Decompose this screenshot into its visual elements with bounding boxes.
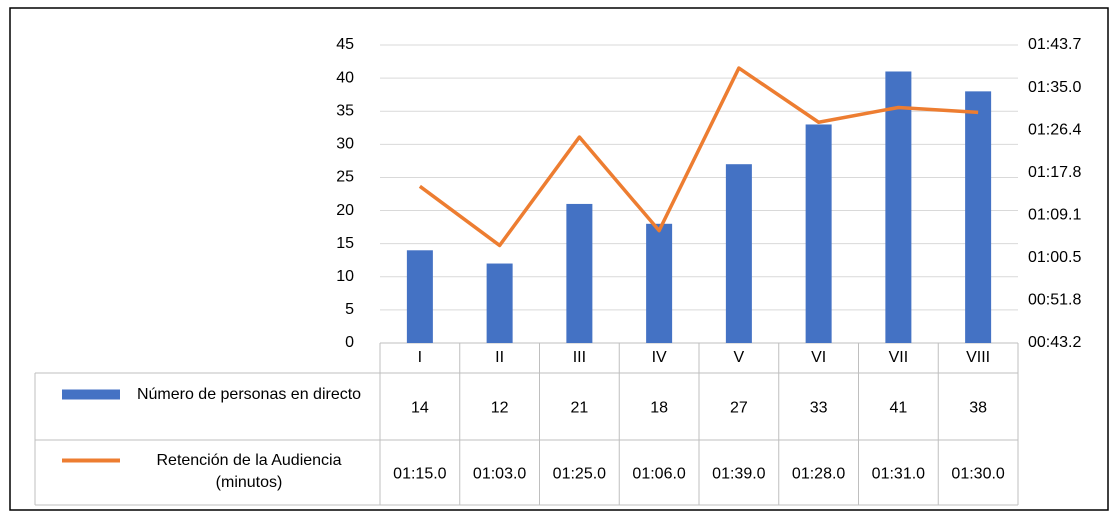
x-tick-label: VI <box>811 349 826 366</box>
table-value: 41 <box>889 400 907 417</box>
table-value: 01:39.0 <box>712 466 765 483</box>
table-value: 18 <box>650 400 668 417</box>
y-tick-label: 0 <box>345 334 354 351</box>
bar <box>486 263 513 343</box>
y2-tick-label: 00:43.2 <box>1028 334 1081 351</box>
table-value: 21 <box>570 400 588 417</box>
y-tick-label: 45 <box>336 36 354 53</box>
bar <box>885 71 912 343</box>
bar <box>725 164 752 343</box>
y-tick-label: 25 <box>336 169 354 186</box>
x-tick-label: VIII <box>966 349 990 366</box>
table-value: 33 <box>810 400 828 417</box>
legend-key <box>62 389 120 400</box>
table-value: 14 <box>411 400 429 417</box>
table-value: 01:25.0 <box>553 466 606 483</box>
y2-tick-label: 01:26.4 <box>1028 121 1081 138</box>
y-tick-label: 30 <box>336 136 354 153</box>
y2-tick-label: 01:09.1 <box>1028 207 1081 224</box>
bar <box>646 223 673 343</box>
table-value: 38 <box>969 400 987 417</box>
y-tick-label: 10 <box>336 268 354 285</box>
table-value: 12 <box>491 400 509 417</box>
bar <box>805 124 832 343</box>
table-value: 27 <box>730 400 748 417</box>
y2-tick-label: 01:00.5 <box>1028 249 1081 266</box>
x-tick-label: V <box>734 349 745 366</box>
table-value: 01:28.0 <box>792 466 845 483</box>
y2-tick-label: 01:43.7 <box>1028 36 1081 53</box>
table-value: 01:30.0 <box>951 466 1004 483</box>
x-tick-label: II <box>495 349 504 366</box>
y-tick-label: 20 <box>336 202 354 219</box>
bar <box>965 91 992 343</box>
y2-tick-label: 01:17.8 <box>1028 164 1081 181</box>
x-tick-label: IV <box>652 349 667 366</box>
table-value: 01:03.0 <box>473 466 526 483</box>
y-tick-label: 5 <box>345 301 354 318</box>
table-value: 01:06.0 <box>632 466 685 483</box>
legend-label: Retención de la Audiencia (minutos) <box>156 451 342 491</box>
table-value: 01:31.0 <box>872 466 925 483</box>
y-tick-label: 15 <box>336 235 354 252</box>
table-value: 01:15.0 <box>393 466 446 483</box>
x-tick-label: III <box>573 349 586 366</box>
bar <box>406 250 433 343</box>
y2-tick-label: 01:35.0 <box>1028 79 1081 96</box>
line <box>418 66 979 248</box>
bar <box>566 203 593 343</box>
y2-tick-label: 00:51.8 <box>1028 292 1081 309</box>
chart-border <box>9 7 1109 511</box>
y-tick-label: 35 <box>336 102 354 119</box>
legend-label: Número de personas en directo <box>136 385 362 403</box>
x-tick-label: I <box>418 349 422 366</box>
x-tick-label: VII <box>889 349 909 366</box>
y-tick-label: 40 <box>336 69 354 86</box>
